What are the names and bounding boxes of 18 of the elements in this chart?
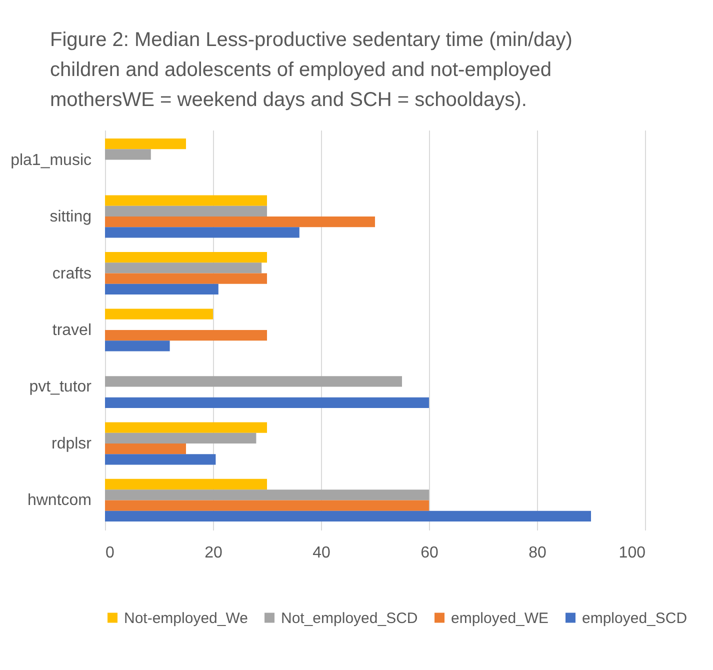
x-tick-label: 20 xyxy=(204,544,222,562)
x-tick-label: 100 xyxy=(618,544,646,562)
y-tick-label: hwntcom xyxy=(27,492,92,510)
y-tick-label: crafts xyxy=(52,265,92,282)
x-tick-label: 40 xyxy=(312,544,330,562)
legend-label: employed_WE xyxy=(451,610,549,627)
chart-title: Figure 2: Median Less-productive sedentary time (min/day) children and adolescents of employed and not-employed mothersWE = weekend days and SCH = schooldays). xyxy=(50,29,572,111)
legend-label: employed_SCD xyxy=(582,610,688,627)
legend-label: Not_employed_SCD xyxy=(281,610,418,627)
legend-label: Not-employed_We xyxy=(124,610,248,627)
x-tick-label: 80 xyxy=(528,544,546,562)
x-tick-label: 60 xyxy=(420,544,438,562)
y-tick-label: travel xyxy=(52,322,92,339)
y-tick-label: rdplsr xyxy=(51,435,92,452)
x-tick-label: 0 xyxy=(106,544,114,562)
y-tick-label: sitting xyxy=(50,208,92,226)
y-tick-label: pvt_tutor xyxy=(29,378,92,396)
y-tick-label: pla1_music xyxy=(10,152,92,169)
